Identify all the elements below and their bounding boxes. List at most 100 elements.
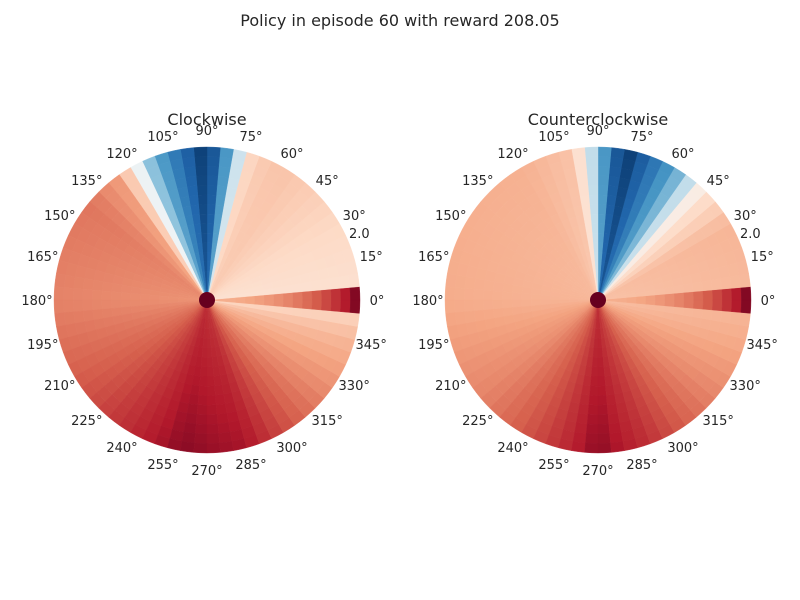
heatmap-cell — [581, 384, 591, 396]
angle-tick-label: 210° — [435, 379, 466, 394]
heatmap-cell — [310, 308, 322, 321]
heatmap-cell — [597, 385, 607, 396]
heatmap-cell — [130, 293, 141, 301]
heatmap-cell — [576, 175, 589, 188]
heatmap-cell — [590, 375, 599, 387]
heatmap-cell — [483, 299, 494, 311]
heatmap-cell — [101, 281, 114, 292]
heatmap-cell — [502, 291, 513, 301]
heatmap-cell — [597, 433, 611, 444]
heatmap-cell — [186, 403, 199, 415]
angle-tick-label: 75° — [239, 130, 262, 145]
heatmap-cell — [217, 166, 231, 178]
heatmap-cell — [206, 165, 219, 177]
heatmap-cell — [321, 299, 332, 312]
angle-tick-label: 180° — [412, 294, 443, 309]
heatmap-cell — [190, 384, 200, 396]
heatmap-cell — [193, 442, 208, 454]
heatmap-cell — [463, 288, 475, 301]
heatmap-cell — [483, 308, 495, 321]
angle-tick-label: 330° — [339, 379, 370, 394]
heatmap-cell — [188, 393, 199, 406]
clockwise-heatmap-cells — [53, 146, 361, 454]
heatmap-cell — [579, 393, 590, 406]
heatmap-cell — [693, 299, 704, 310]
heatmap-cell — [549, 295, 561, 301]
heatmap-cell — [604, 214, 614, 225]
heatmap-cell — [73, 310, 85, 324]
angle-tick-label: 150° — [44, 209, 75, 224]
heatmap-cell — [572, 156, 587, 169]
heatmap-cell — [63, 287, 74, 301]
heatmap-cell — [702, 299, 713, 311]
heatmap-cell — [683, 291, 694, 301]
angle-tick-label: 315° — [312, 414, 343, 429]
heatmap-cell — [511, 292, 523, 301]
heatmap-cell — [111, 283, 123, 293]
heatmap-cell — [673, 306, 684, 316]
heatmap-cell — [206, 156, 220, 167]
heatmap-cell — [597, 175, 610, 186]
heatmap-cell — [586, 423, 599, 435]
heatmap-cell — [311, 299, 322, 311]
heatmap-cell — [597, 404, 609, 415]
angle-tick-label: 225° — [71, 414, 102, 429]
heatmap-cell — [338, 311, 351, 326]
angle-tick-label: 195° — [27, 338, 58, 353]
clockwise-panel-title: Clockwise — [167, 110, 246, 129]
heatmap-cell — [302, 290, 313, 301]
heatmap-cell — [473, 309, 486, 322]
angle-tick-label: 240° — [497, 441, 528, 456]
heatmap-cell — [701, 279, 713, 292]
heatmap-cell — [206, 232, 214, 244]
heatmap-cell — [149, 294, 160, 301]
heatmap-cell — [610, 147, 625, 159]
heatmap-cell — [206, 385, 216, 396]
heatmap-cell — [502, 283, 514, 293]
heatmap-cell — [349, 299, 361, 314]
heatmap-cell — [464, 310, 476, 324]
heatmap-cell — [492, 299, 503, 310]
heatmap-cell — [213, 214, 223, 225]
heatmap-cell — [591, 223, 599, 234]
heatmap-cell — [597, 242, 604, 253]
angle-tick-label: 300° — [276, 441, 307, 456]
center-marker — [590, 292, 606, 308]
heatmap-cell — [199, 375, 208, 387]
heatmap-cell — [454, 274, 467, 289]
heatmap-cell — [200, 366, 208, 377]
heatmap-cell — [673, 299, 685, 308]
heatmap-cell — [444, 286, 456, 301]
heatmap-cell — [329, 276, 341, 290]
heatmap-cell — [597, 232, 605, 244]
heatmap-cell — [591, 366, 599, 377]
heatmap-cell — [721, 299, 733, 312]
heatmap-cell — [710, 278, 723, 291]
heatmap-cell — [292, 299, 303, 309]
angle-tick-label: 225° — [462, 414, 493, 429]
clockwise-radial-tick-label: 2.0 — [349, 227, 370, 242]
heatmap-cell — [693, 290, 704, 301]
heatmap-cell — [691, 308, 704, 319]
heatmap-cell — [300, 308, 313, 319]
heatmap-cell — [589, 204, 599, 215]
heatmap-cell — [197, 194, 208, 205]
heatmap-cell — [340, 299, 351, 313]
heatmap-cell — [530, 293, 542, 301]
angle-tick-label: 270° — [191, 464, 222, 479]
heatmap-cell — [635, 299, 647, 305]
heatmap-cell — [92, 289, 103, 301]
heatmap-cell — [185, 175, 198, 188]
heatmap-cell — [216, 175, 229, 188]
heatmap-cell — [586, 414, 599, 425]
heatmap-cell — [338, 274, 351, 289]
heatmap-cell — [196, 404, 208, 415]
heatmap-cell — [540, 294, 551, 301]
heatmap-cell — [597, 366, 605, 377]
heatmap-cell — [53, 286, 65, 301]
heatmap-cell — [206, 242, 213, 253]
heatmap-cell — [206, 175, 219, 186]
angle-tick-label: 105° — [538, 130, 569, 145]
angle-tick-label: 60° — [671, 147, 694, 162]
heatmap-cell — [63, 311, 76, 326]
